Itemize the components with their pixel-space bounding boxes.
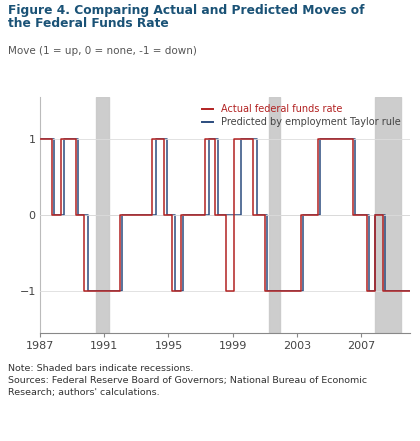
Text: Move (1 = up, 0 = none, -1 = down): Move (1 = up, 0 = none, -1 = down) xyxy=(8,46,197,56)
Text: the Federal Funds Rate: the Federal Funds Rate xyxy=(8,17,169,30)
Text: Sources: Federal Reserve Board of Governors; National Bureau of Economic: Sources: Federal Reserve Board of Govern… xyxy=(8,376,367,385)
Text: Note: Shaded bars indicate recessions.: Note: Shaded bars indicate recessions. xyxy=(8,364,194,373)
Bar xyxy=(269,97,280,333)
Bar xyxy=(375,97,402,333)
Text: Figure 4. Comparing Actual and Predicted Moves of: Figure 4. Comparing Actual and Predicted… xyxy=(8,4,365,16)
Legend: Actual federal funds rate, Predicted by employment Taylor rule: Actual federal funds rate, Predicted by … xyxy=(202,104,401,127)
Bar xyxy=(96,97,109,333)
Text: Research; authors' calculations.: Research; authors' calculations. xyxy=(8,388,160,396)
